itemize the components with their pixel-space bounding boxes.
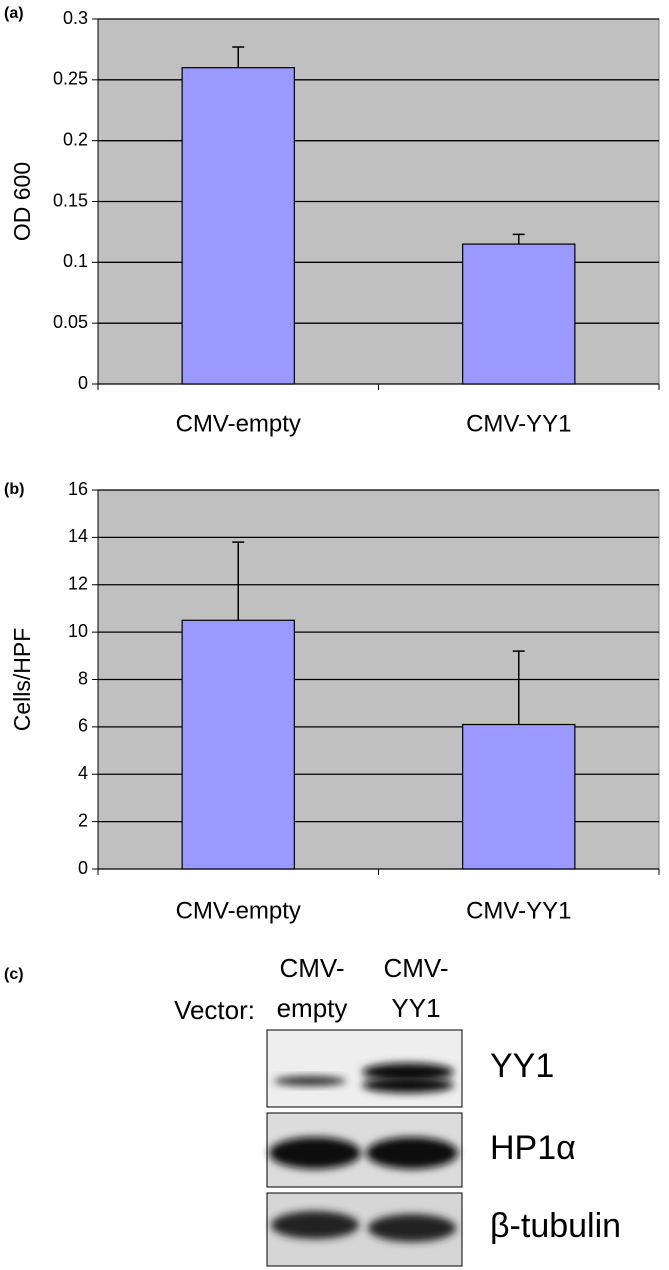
- y-tick-label: 0.05: [53, 312, 88, 332]
- blot-panel: [266, 1029, 463, 1108]
- band-label: YY1: [490, 1047, 554, 1085]
- vector-label: Vector:: [174, 995, 255, 1025]
- x-tick-label: CMV-YY1: [466, 897, 571, 924]
- y-tick-label: 6: [78, 716, 88, 736]
- band-label: β-tubulin: [490, 1207, 621, 1245]
- y-tick-label: 2: [78, 810, 88, 830]
- lane-label: CMV-: [280, 953, 345, 983]
- x-tick-label: CMV-YY1: [466, 410, 571, 437]
- y-tick-label: 0.15: [53, 190, 88, 210]
- y-axis-label: Cells/HPF: [9, 628, 35, 732]
- y-tick-label: 8: [78, 668, 88, 688]
- y-tick-label: 14: [68, 526, 88, 546]
- bar: [181, 67, 295, 385]
- panel-label: (b): [4, 481, 24, 498]
- blot-panel: [266, 1192, 463, 1267]
- y-tick-label: 4: [78, 763, 88, 783]
- error-bar: [512, 650, 525, 725]
- y-tick-label: 12: [68, 574, 88, 594]
- y-axis-label: OD 600: [9, 162, 35, 241]
- y-tick-label: 0.3: [63, 8, 88, 28]
- y-tick-label: 0: [78, 373, 88, 393]
- lane-label: empty: [277, 993, 348, 1023]
- lane-label: CMV-: [384, 953, 449, 983]
- y-tick-label: 0: [78, 858, 88, 878]
- error-bar: [512, 233, 525, 245]
- lane-label: YY1: [391, 993, 440, 1023]
- panel-label: (a): [4, 5, 24, 22]
- bar: [462, 723, 576, 870]
- y-tick-label: 16: [68, 479, 88, 499]
- x-tick-label: CMV-empty: [176, 410, 301, 437]
- y-tick-label: 10: [68, 621, 88, 641]
- y-tick-label: 0.2: [63, 129, 88, 149]
- y-tick-label: 0.25: [53, 69, 88, 89]
- blot-panel: [266, 1112, 463, 1188]
- y-tick-label: 0.1: [63, 251, 88, 271]
- band-label: HP1α: [490, 1129, 576, 1167]
- bar: [181, 619, 295, 870]
- bar: [462, 243, 576, 385]
- error-bar: [232, 541, 245, 621]
- x-tick-label: CMV-empty: [176, 897, 301, 924]
- error-bar: [232, 46, 245, 68]
- panel-label: (c): [4, 966, 24, 983]
